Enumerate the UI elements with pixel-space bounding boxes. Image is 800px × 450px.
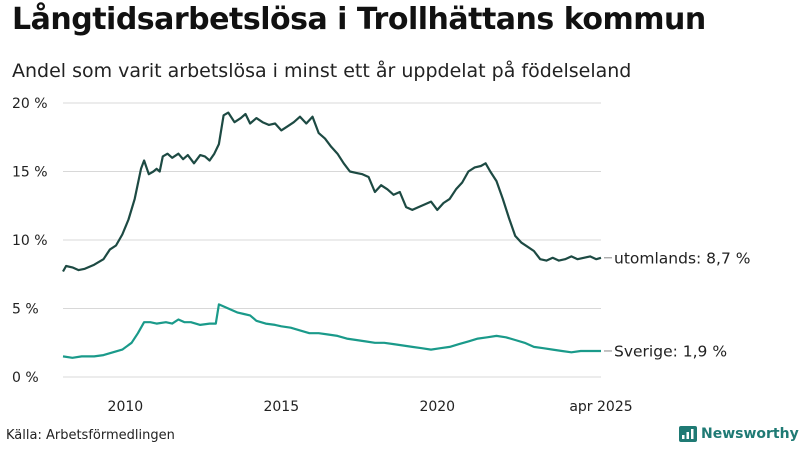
y-tick-label: 10 %: [12, 233, 48, 249]
x-tick-label: 2015: [263, 399, 299, 415]
end-label-utomlands: utomlands: 8,7 %: [614, 249, 750, 267]
end-label-sverige: Sverige: 1,9 %: [614, 342, 727, 360]
y-tick-label: 0 %: [12, 370, 39, 386]
source-note: Källa: Arbetsförmedlingen: [6, 428, 175, 443]
x-tick-label: 2020: [419, 399, 455, 415]
chart-subtitle: Andel som varit arbetslösa i minst ett å…: [12, 60, 632, 82]
newsworthy-logo: Newsworthy: [679, 426, 799, 442]
y-tick-label: 15 %: [12, 165, 48, 181]
y-tick-label: 20 %: [12, 96, 48, 112]
logo-text: Newsworthy: [701, 426, 799, 442]
series-line-utomlands: [62, 111, 602, 273]
series-line-sverige: [62, 303, 601, 359]
bar-chart-icon: [679, 426, 697, 442]
chart-title: Långtidsarbetslösa i Trollhättans kommun: [12, 2, 706, 37]
x-tick-label: apr 2025: [569, 399, 632, 415]
x-tick-label: 2010: [108, 399, 144, 415]
y-tick-label: 5 %: [12, 302, 39, 318]
